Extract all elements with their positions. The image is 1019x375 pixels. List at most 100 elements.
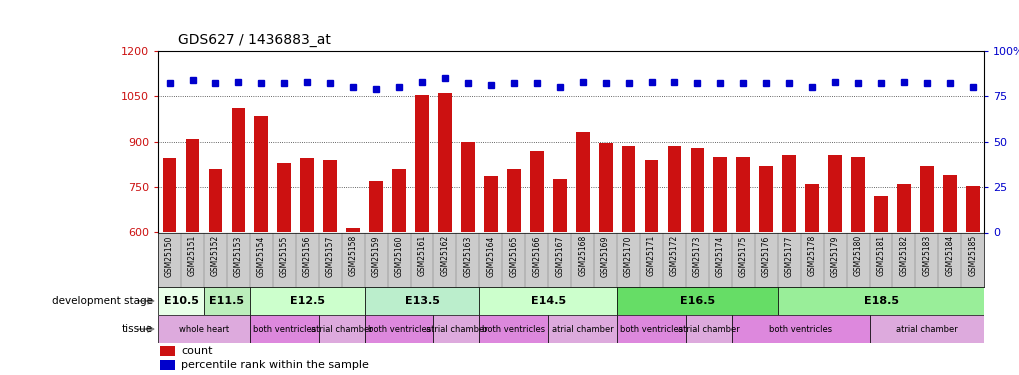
Bar <box>644 160 658 232</box>
Text: GSM25150: GSM25150 <box>165 235 174 277</box>
Text: GSM25158: GSM25158 <box>348 235 358 276</box>
Text: GSM25174: GSM25174 <box>715 235 725 277</box>
Bar <box>323 160 336 232</box>
Bar <box>868 315 983 343</box>
Text: GSM25182: GSM25182 <box>899 235 908 276</box>
Bar <box>479 315 548 343</box>
Text: tissue: tissue <box>121 324 153 334</box>
Bar <box>666 146 681 232</box>
Bar <box>827 155 841 232</box>
Text: GSM25164: GSM25164 <box>486 235 495 277</box>
Bar <box>255 116 268 232</box>
Bar <box>805 184 818 232</box>
Text: GSM25172: GSM25172 <box>669 235 679 276</box>
Text: GSM25153: GSM25153 <box>233 235 243 277</box>
Bar <box>943 175 956 232</box>
Text: GSM25180: GSM25180 <box>853 235 862 276</box>
Text: GSM25151: GSM25151 <box>187 235 197 276</box>
Bar <box>506 169 521 232</box>
Text: atrial chamber: atrial chamber <box>678 325 739 334</box>
Bar <box>782 155 795 232</box>
Text: GDS627 / 1436883_at: GDS627 / 1436883_at <box>178 33 331 47</box>
Text: both ventricles: both ventricles <box>482 325 545 334</box>
Bar <box>277 163 291 232</box>
Text: GSM25181: GSM25181 <box>875 235 884 276</box>
Text: GSM25173: GSM25173 <box>692 235 701 277</box>
Bar <box>209 169 222 232</box>
Bar <box>158 287 204 315</box>
Text: GSM25160: GSM25160 <box>394 235 404 277</box>
Bar <box>850 157 864 232</box>
Text: GSM25156: GSM25156 <box>303 235 312 277</box>
Text: atrial chamber: atrial chamber <box>311 325 372 334</box>
Bar <box>616 287 777 315</box>
Text: GSM25166: GSM25166 <box>532 235 541 277</box>
Text: atrial chamber: atrial chamber <box>551 325 613 334</box>
Text: GSM25171: GSM25171 <box>646 235 655 276</box>
Bar <box>575 132 589 232</box>
Text: GSM25178: GSM25178 <box>807 235 816 276</box>
Text: whole heart: whole heart <box>178 325 229 334</box>
Bar <box>204 287 250 315</box>
Text: atrial chamber: atrial chamber <box>425 325 487 334</box>
Text: both ventricles: both ventricles <box>367 325 430 334</box>
Bar <box>690 148 703 232</box>
Text: GSM25177: GSM25177 <box>784 235 793 277</box>
Text: GSM25161: GSM25161 <box>417 235 426 276</box>
Text: E14.5: E14.5 <box>530 296 566 306</box>
Text: GSM25167: GSM25167 <box>554 235 564 277</box>
Text: E12.5: E12.5 <box>289 296 324 306</box>
Text: both ventricles: both ventricles <box>768 325 832 334</box>
Text: GSM25175: GSM25175 <box>738 235 747 277</box>
Bar <box>365 287 479 315</box>
Bar <box>713 157 727 232</box>
Bar <box>438 93 451 232</box>
Bar <box>548 315 616 343</box>
Text: GSM25152: GSM25152 <box>211 235 220 276</box>
Bar <box>530 151 543 232</box>
Bar <box>461 141 474 232</box>
Text: GSM25168: GSM25168 <box>578 235 587 276</box>
Bar <box>483 176 497 232</box>
Text: E13.5: E13.5 <box>405 296 439 306</box>
Bar <box>318 315 365 343</box>
Bar <box>732 315 868 343</box>
Text: GSM25155: GSM25155 <box>279 235 288 277</box>
Text: GSM25159: GSM25159 <box>371 235 380 277</box>
Text: GSM25176: GSM25176 <box>761 235 770 277</box>
Bar <box>776 287 983 315</box>
Text: E10.5: E10.5 <box>163 296 199 306</box>
Text: both ventricles: both ventricles <box>253 325 316 334</box>
Bar <box>163 158 176 232</box>
Text: development stage: development stage <box>52 296 153 306</box>
Text: count: count <box>181 346 213 356</box>
Bar <box>369 181 382 232</box>
Bar <box>160 360 174 370</box>
Text: atrial chamber: atrial chamber <box>895 325 957 334</box>
Text: both ventricles: both ventricles <box>620 325 683 334</box>
Bar <box>250 287 365 315</box>
Bar <box>965 186 978 232</box>
Text: GSM25163: GSM25163 <box>463 235 472 277</box>
Bar <box>621 146 635 232</box>
Bar <box>231 108 246 232</box>
Bar <box>391 169 406 232</box>
Bar <box>616 315 686 343</box>
Bar <box>158 315 250 343</box>
Text: GSM25179: GSM25179 <box>829 235 839 277</box>
Bar <box>301 158 314 232</box>
Text: GSM25184: GSM25184 <box>945 235 954 276</box>
Text: E18.5: E18.5 <box>863 296 898 306</box>
Text: E16.5: E16.5 <box>680 296 714 306</box>
Bar <box>736 157 749 232</box>
Text: GSM25154: GSM25154 <box>257 235 266 277</box>
Bar <box>897 184 910 232</box>
Bar <box>250 315 318 343</box>
Text: GSM25165: GSM25165 <box>508 235 518 277</box>
Bar <box>365 315 433 343</box>
Bar <box>479 287 616 315</box>
Bar <box>685 315 731 343</box>
Text: percentile rank within the sample: percentile rank within the sample <box>181 360 369 370</box>
Bar <box>346 228 360 232</box>
Bar <box>758 166 772 232</box>
